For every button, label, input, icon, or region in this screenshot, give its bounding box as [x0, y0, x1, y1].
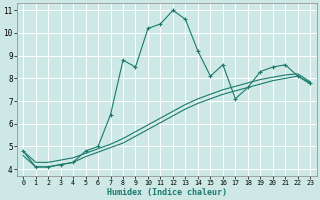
X-axis label: Humidex (Indice chaleur): Humidex (Indice chaleur) — [107, 188, 227, 197]
